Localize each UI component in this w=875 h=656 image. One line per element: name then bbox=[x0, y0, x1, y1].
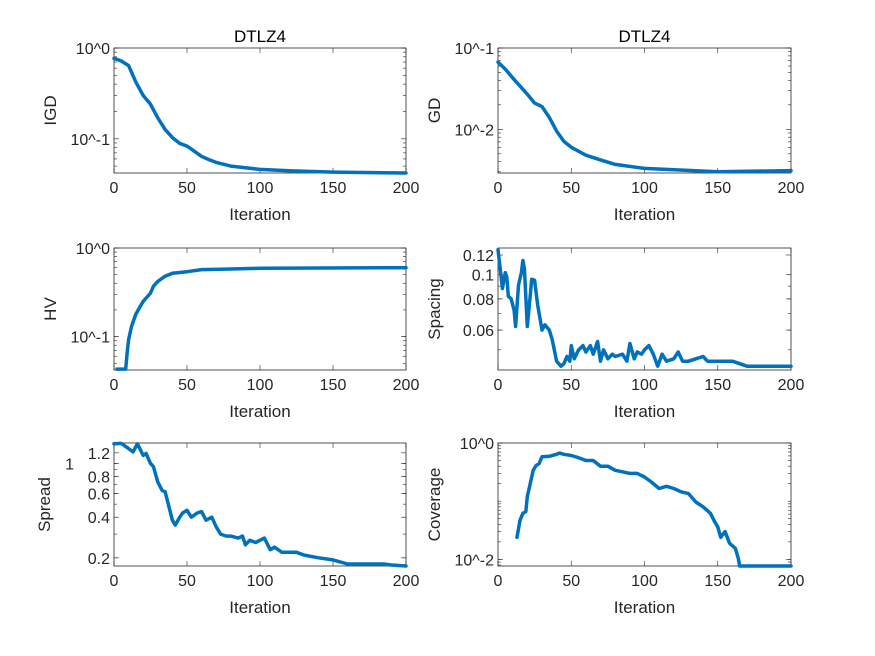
x-tick-label: 150 bbox=[320, 573, 347, 590]
x-axis-label: Iteration bbox=[614, 205, 675, 224]
subplot-coverage: Iteration Coverage 0 50 100 150 200 10^0 10^-2 bbox=[425, 436, 804, 617]
series-line bbox=[496, 247, 793, 368]
x-tick-label: 150 bbox=[320, 180, 347, 197]
x-axis-label: Iteration bbox=[229, 402, 290, 421]
y-tick-label: 0.2 bbox=[88, 551, 110, 568]
x-tick-label: 200 bbox=[778, 377, 805, 394]
x-tick-label: 100 bbox=[247, 377, 274, 394]
y-tick-label: 0.08 bbox=[463, 292, 494, 309]
x-tick-label: 50 bbox=[178, 377, 196, 394]
x-tick-label: 50 bbox=[178, 573, 196, 590]
x-axis-label: Iteration bbox=[614, 598, 675, 617]
x-tick-label: 0 bbox=[110, 180, 119, 197]
series-line bbox=[112, 56, 408, 175]
y-tick-label: 10^0 bbox=[76, 41, 110, 58]
axes-box bbox=[113, 47, 407, 174]
subplot-hv: Iteration HV 0 50 100 150 200 10^0 10^-1 bbox=[41, 241, 419, 421]
y-axis-label: Spread bbox=[35, 477, 54, 532]
y-tick-label: 0.06 bbox=[463, 323, 494, 340]
axes-box bbox=[113, 442, 407, 567]
y-axis-label: Coverage bbox=[425, 468, 444, 542]
x-tick-label: 0 bbox=[494, 377, 503, 394]
subplot-igd: DTLZ4 Iteration IGD 0 50 100 150 200 10^0 10^-… bbox=[41, 27, 419, 224]
y-axis-label: IGD bbox=[41, 95, 60, 125]
y-axis-label: Spacing bbox=[425, 278, 444, 339]
y-tick-label: 0.12 bbox=[463, 248, 494, 265]
series-line bbox=[115, 265, 408, 371]
y-axis-label: GD bbox=[425, 98, 444, 124]
x-tick-label: 0 bbox=[110, 377, 119, 394]
x-tick-label: 50 bbox=[562, 377, 580, 394]
subplot-spacing: Iteration Spacing 0 50 100 150 200 0.12 0.1 0.0… bbox=[425, 247, 805, 421]
y-tick-label: 10^-2 bbox=[454, 122, 494, 139]
x-tick-label: 200 bbox=[393, 377, 420, 394]
x-tick-label: 0 bbox=[494, 180, 503, 197]
y-tick-label: 10^-1 bbox=[70, 330, 110, 347]
x-tick-label: 50 bbox=[562, 180, 580, 197]
y-tick-label: 10^-1 bbox=[454, 41, 494, 58]
x-tick-label: 200 bbox=[393, 573, 420, 590]
y-tick-label: 10^-1 bbox=[70, 132, 110, 149]
axes-box bbox=[497, 247, 792, 371]
y-tick-label: 0.4 bbox=[88, 510, 110, 527]
x-tick-label: 100 bbox=[247, 573, 274, 590]
series-line bbox=[515, 451, 793, 568]
series-line bbox=[112, 441, 408, 568]
x-tick-label: 100 bbox=[631, 180, 658, 197]
x-tick-label: 100 bbox=[631, 573, 658, 590]
y-tick-label: 0.6 bbox=[88, 486, 110, 503]
x-tick-label: 200 bbox=[778, 180, 805, 197]
x-tick-label: 50 bbox=[178, 180, 196, 197]
y-tick-label: 10^0 bbox=[460, 436, 494, 453]
x-tick-label: 150 bbox=[320, 377, 347, 394]
subplot-title: DTLZ4 bbox=[234, 27, 286, 46]
y-tick-label: 10^0 bbox=[76, 241, 110, 258]
x-tick-label: 100 bbox=[631, 377, 658, 394]
x-tick-label: 100 bbox=[247, 180, 274, 197]
x-tick-label: 200 bbox=[778, 573, 805, 590]
axes-box bbox=[497, 442, 792, 567]
y-tick-label: 10^-2 bbox=[454, 552, 494, 569]
x-tick-label: 150 bbox=[704, 573, 731, 590]
y-tick-label: 1.2 bbox=[88, 446, 110, 463]
x-tick-label: 50 bbox=[562, 573, 580, 590]
y-tick-label: 1 bbox=[65, 457, 74, 474]
subplot-title: DTLZ4 bbox=[619, 27, 671, 46]
x-tick-label: 150 bbox=[704, 377, 731, 394]
x-tick-label: 0 bbox=[110, 573, 119, 590]
y-tick-label: 0.8 bbox=[88, 470, 110, 487]
axes-box bbox=[113, 247, 407, 371]
x-axis-label: Iteration bbox=[229, 598, 290, 617]
subplot-spread: Iteration Spread 0 50 100 150 200 1.2 1 0.80.6 0… bbox=[35, 441, 420, 617]
axes-box bbox=[497, 47, 792, 174]
y-axis-label: HV bbox=[41, 297, 60, 321]
x-tick-label: 150 bbox=[704, 180, 731, 197]
subplot-gd: DTLZ4 Iteration GD 0 50 100 150 200 10^-1 10^-… bbox=[425, 27, 804, 224]
x-axis-label: Iteration bbox=[229, 205, 290, 224]
x-tick-label: 0 bbox=[494, 573, 503, 590]
y-tick-label: 0.1 bbox=[472, 268, 494, 285]
series-line bbox=[496, 60, 793, 174]
x-tick-label: 200 bbox=[393, 180, 420, 197]
x-axis-label: Iteration bbox=[614, 402, 675, 421]
